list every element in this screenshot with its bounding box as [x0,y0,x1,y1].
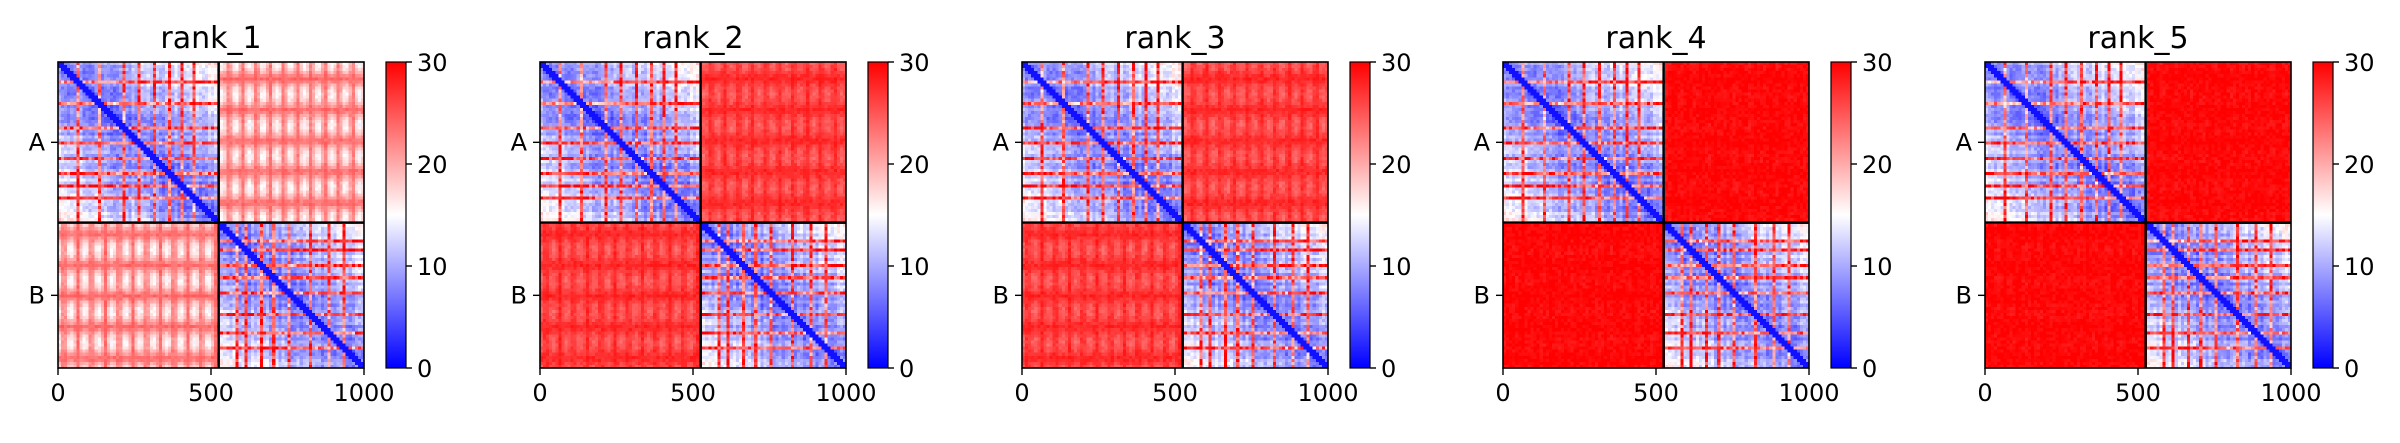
colorbar-gradient [1350,62,1370,368]
chain-label-B: B [1956,281,1972,309]
x-tick-label: 1000 [1297,379,1358,407]
chain-label-B: B [993,281,1009,309]
chain-label-A: A [993,128,1010,156]
x-tick-label: 500 [2115,379,2161,407]
colorbar-tick-label: 20 [417,151,448,179]
heatmap-panel-2: rank_2 0 500 1000 A B 0 10 20 30 [511,21,930,407]
colorbar-tick-label: 0 [417,355,432,383]
x-tick-label: 1000 [1778,379,1839,407]
colorbar-tick-label: 0 [1862,355,1877,383]
panel-title: rank_5 [2087,21,2188,56]
x-tick-label: 0 [1495,379,1510,407]
heatmap-panel-4: rank_4 0 500 1000 A B 0 10 20 30 [1474,21,1893,407]
colorbar-gradient [2313,62,2333,368]
chain-label-B: B [511,281,527,309]
panel-title: rank_4 [1605,21,1706,56]
x-tick-label: 0 [1977,379,1992,407]
colorbar-gradient [868,62,888,368]
chain-label-B: B [29,281,45,309]
colorbar-tick-label: 20 [1381,151,1412,179]
heatmap-cells [1985,62,2292,369]
colorbar-tick-label: 20 [1862,151,1893,179]
colorbar-tick-label: 0 [2344,355,2359,383]
colorbar: 0 10 20 30 [868,49,930,383]
heatmap-panel-1: rank_1 0 500 1000 A B 0 10 20 30 [29,21,448,407]
colorbar-tick-label: 10 [417,253,448,281]
colorbar-gradient [386,62,406,368]
colorbar-tick-label: 10 [1862,253,1893,281]
colorbar-tick-label: 30 [1381,49,1412,77]
colorbar-gradient [1831,62,1851,368]
heatmap-panel-3: rank_3 0 500 1000 A B 0 10 20 30 [993,21,1412,407]
colorbar-tick-label: 10 [899,253,930,281]
chain-label-A: A [1956,128,1973,156]
panel-title: rank_3 [1124,21,1225,56]
heatmap-cells [1022,62,1329,369]
x-tick-label: 500 [1152,379,1198,407]
panel-title: rank_2 [642,21,743,56]
chain-label-A: A [29,128,46,156]
colorbar-tick-label: 30 [899,49,930,77]
x-tick-label: 1000 [815,379,876,407]
chain-label-A: A [1474,128,1491,156]
colorbar-tick-label: 0 [899,355,914,383]
x-tick-label: 0 [532,379,547,407]
x-tick-label: 1000 [2260,379,2321,407]
x-tick-label: 0 [1014,379,1029,407]
colorbar: 0 10 20 30 [1350,49,1412,383]
x-tick-label: 500 [188,379,234,407]
colorbar-tick-label: 10 [2344,253,2375,281]
chain-label-B: B [1474,281,1490,309]
colorbar: 0 10 20 30 [386,49,448,383]
x-tick-label: 0 [50,379,65,407]
heatmap-panel-5: rank_5 0 500 1000 A B 0 10 20 30 [1956,21,2375,407]
colorbar: 0 10 20 30 [1831,49,1893,383]
colorbar-tick-label: 30 [1862,49,1893,77]
colorbar-tick-label: 20 [899,151,930,179]
colorbar-tick-label: 20 [2344,151,2375,179]
x-tick-label: 500 [1633,379,1679,407]
x-tick-label: 1000 [333,379,394,407]
colorbar-tick-label: 30 [2344,49,2375,77]
colorbar-tick-label: 10 [1381,253,1412,281]
panel-title: rank_1 [160,21,261,56]
colorbar: 0 10 20 30 [2313,49,2375,383]
heatmap-cells [58,62,365,369]
heatmap-cells [1503,62,1810,369]
x-tick-label: 500 [670,379,716,407]
colorbar-tick-label: 30 [417,49,448,77]
chain-label-A: A [511,128,528,156]
colorbar-tick-label: 0 [1381,355,1396,383]
heatmap-cells [540,62,847,369]
